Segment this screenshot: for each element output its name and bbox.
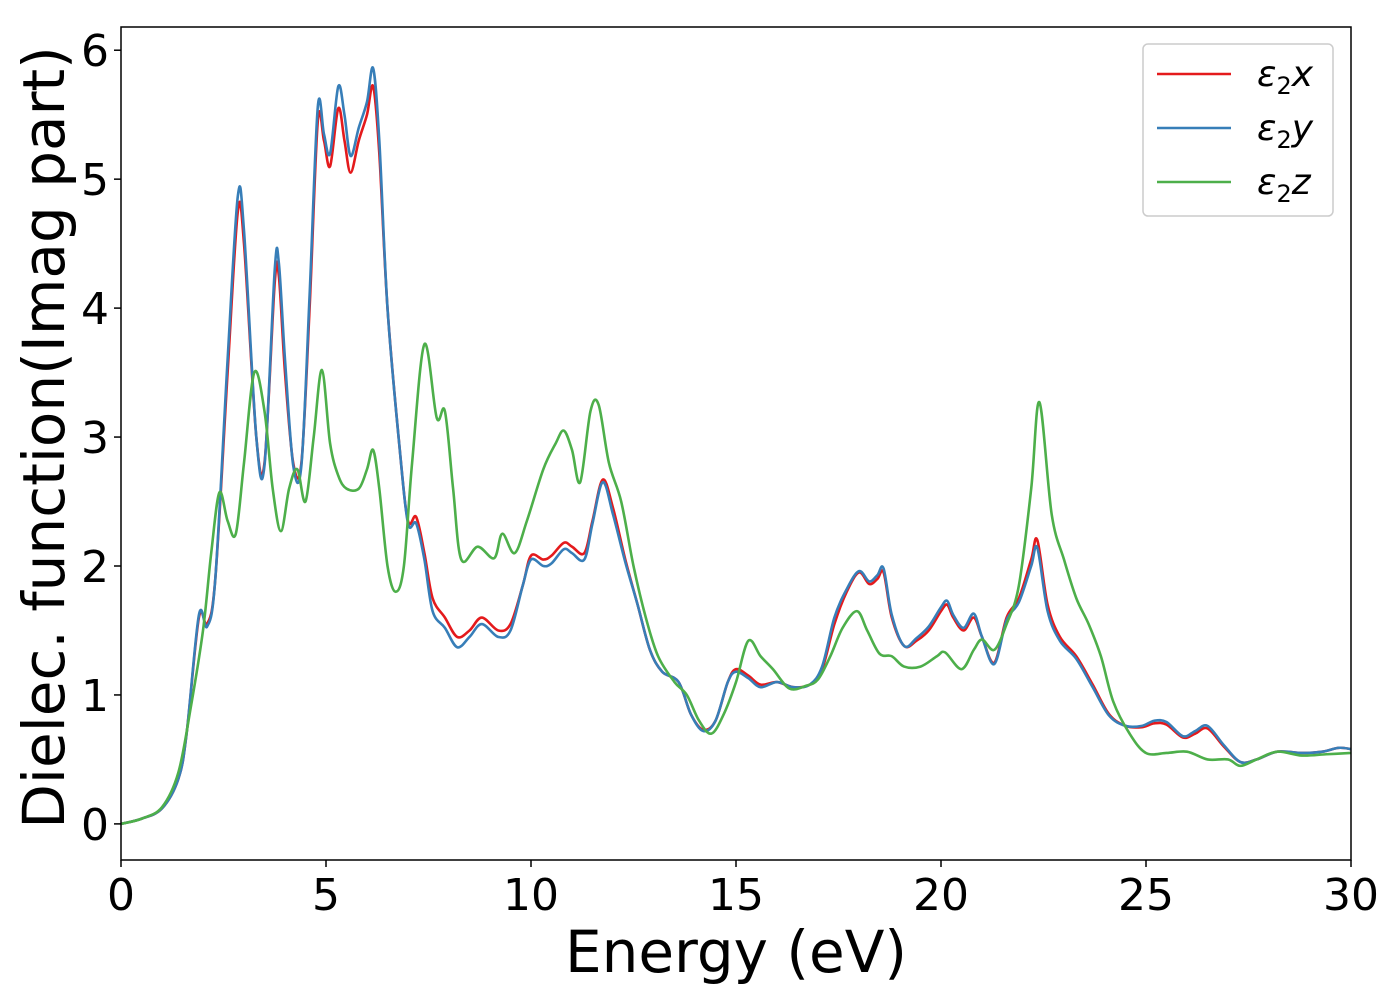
x-tick-label: 20	[913, 870, 969, 921]
y-tick-label: 3	[81, 413, 109, 464]
x-tick-label: 30	[1323, 870, 1379, 921]
legend-box	[1142, 43, 1334, 217]
legend-label-x: ε2x	[1257, 54, 1314, 100]
y-axis-label: Dielec. function(Imag part)	[10, 46, 78, 829]
x-tick-label: 25	[1118, 870, 1174, 921]
series-line-z	[121, 342, 1351, 826]
legend-label-y: ε2y	[1257, 108, 1314, 154]
y-tick-label: 6	[81, 26, 109, 77]
x-axis-ticks: 0 5 10 15 20 25 30	[107, 860, 1379, 921]
x-tick-label: 5	[312, 870, 340, 921]
legend-label-z: ε2z	[1257, 162, 1312, 208]
y-tick-label: 5	[81, 155, 109, 206]
x-tick-label: 10	[503, 870, 559, 921]
y-tick-label: 0	[81, 800, 109, 851]
series-line-y	[121, 66, 1351, 826]
y-tick-label: 4	[81, 284, 109, 335]
legend: ε2x ε2y ε2z	[1142, 43, 1334, 217]
x-tick-label: 15	[708, 870, 764, 921]
y-tick-label: 2	[81, 542, 109, 593]
y-tick-label: 1	[81, 671, 109, 722]
x-axis-label: Energy (eV)	[565, 918, 907, 986]
y-axis-ticks: 0 1 2 3 4 5 6	[81, 26, 121, 851]
series-layer	[121, 66, 1351, 826]
x-tick-label: 0	[107, 870, 135, 921]
